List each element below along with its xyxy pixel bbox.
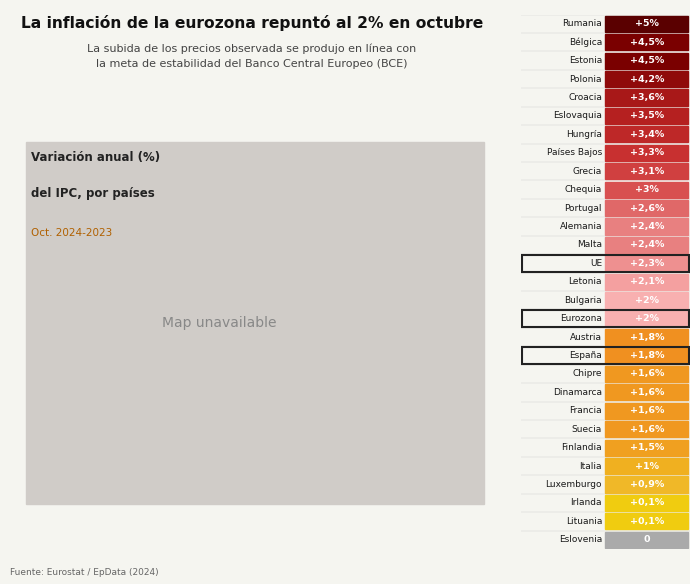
Text: +2%: +2% <box>635 314 659 323</box>
Bar <box>606 513 689 530</box>
Text: Chequia: Chequia <box>565 185 602 194</box>
Text: La subida de los precios observada se produjo en línea con
la meta de estabilida: La subida de los precios observada se pr… <box>87 44 417 69</box>
Text: Luxemburgo: Luxemburgo <box>546 480 602 489</box>
Text: +0,1%: +0,1% <box>630 498 664 507</box>
Text: Estonia: Estonia <box>569 56 602 65</box>
Text: Portugal: Portugal <box>564 204 602 213</box>
Bar <box>606 53 689 69</box>
Text: +0,1%: +0,1% <box>630 517 664 526</box>
Bar <box>606 329 689 345</box>
Text: Irlanda: Irlanda <box>571 498 602 507</box>
Text: Eslovenia: Eslovenia <box>559 536 602 544</box>
Text: +3,1%: +3,1% <box>630 166 664 176</box>
Text: +2,4%: +2,4% <box>630 222 664 231</box>
Bar <box>606 145 689 161</box>
Text: +2%: +2% <box>635 296 659 305</box>
Bar <box>522 255 689 272</box>
Bar <box>606 16 689 32</box>
Bar <box>606 163 689 179</box>
Text: +1,5%: +1,5% <box>630 443 664 452</box>
Text: +3,5%: +3,5% <box>630 112 664 120</box>
Text: +1,6%: +1,6% <box>630 370 664 378</box>
Text: +2,3%: +2,3% <box>630 259 664 268</box>
Bar <box>606 347 689 364</box>
Text: Grecia: Grecia <box>573 166 602 176</box>
Text: +3,3%: +3,3% <box>630 148 664 157</box>
Bar <box>606 402 689 419</box>
Bar <box>606 531 689 548</box>
Bar <box>606 89 689 106</box>
Bar <box>606 384 689 401</box>
Text: Map unavailable: Map unavailable <box>161 316 276 329</box>
Text: Suecia: Suecia <box>572 425 602 434</box>
Text: Austria: Austria <box>570 332 602 342</box>
Text: +3,6%: +3,6% <box>630 93 664 102</box>
Text: +1,8%: +1,8% <box>630 351 664 360</box>
Bar <box>522 347 689 364</box>
Bar <box>606 182 689 198</box>
Text: Croacia: Croacia <box>569 93 602 102</box>
Text: Países Bajos: Países Bajos <box>547 148 602 157</box>
Bar <box>522 310 689 327</box>
Text: Polonia: Polonia <box>569 75 602 84</box>
Text: 0: 0 <box>644 536 650 544</box>
Text: UE: UE <box>590 259 602 268</box>
Text: +1,8%: +1,8% <box>630 332 664 342</box>
Text: Malta: Malta <box>577 241 602 249</box>
Text: Italia: Italia <box>580 461 602 471</box>
Text: +0,9%: +0,9% <box>630 480 664 489</box>
Bar <box>606 255 689 272</box>
Text: Eurozona: Eurozona <box>560 314 602 323</box>
Text: Variación anual (%): Variación anual (%) <box>31 151 160 164</box>
Bar <box>606 440 689 456</box>
Text: Dinamarca: Dinamarca <box>553 388 602 397</box>
Bar <box>606 71 689 87</box>
Text: Oct. 2024-2023: Oct. 2024-2023 <box>31 228 112 238</box>
Bar <box>606 34 689 50</box>
Bar <box>606 366 689 382</box>
Text: Bélgica: Bélgica <box>569 37 602 47</box>
Bar <box>606 200 689 216</box>
Text: +5%: +5% <box>635 19 659 28</box>
Bar <box>606 126 689 142</box>
Text: +2,4%: +2,4% <box>630 241 664 249</box>
Text: del IPC, por países: del IPC, por países <box>31 187 155 200</box>
Text: Letonia: Letonia <box>569 277 602 286</box>
Text: Francia: Francia <box>569 406 602 415</box>
Text: Finlandia: Finlandia <box>562 443 602 452</box>
Bar <box>606 237 689 253</box>
Bar <box>606 477 689 492</box>
Text: +4,5%: +4,5% <box>630 38 664 47</box>
Bar <box>606 292 689 308</box>
Bar <box>26 142 484 503</box>
Bar <box>606 421 689 437</box>
Text: España: España <box>569 351 602 360</box>
Text: +1,6%: +1,6% <box>630 406 664 415</box>
Text: +1,6%: +1,6% <box>630 388 664 397</box>
Bar <box>606 108 689 124</box>
Text: +1,6%: +1,6% <box>630 425 664 434</box>
Text: Eslovaquia: Eslovaquia <box>553 112 602 120</box>
Text: +3,4%: +3,4% <box>630 130 664 139</box>
Text: Chipre: Chipre <box>573 370 602 378</box>
Bar <box>606 311 689 326</box>
Text: +2,1%: +2,1% <box>630 277 664 286</box>
Text: Rumania: Rumania <box>562 19 602 28</box>
Text: Hungría: Hungría <box>566 130 602 139</box>
Bar <box>606 458 689 474</box>
Text: +3%: +3% <box>635 185 659 194</box>
Text: Bulgaria: Bulgaria <box>564 296 602 305</box>
Text: +2,6%: +2,6% <box>630 204 664 213</box>
Text: Fuente: Eurostat / EpData (2024): Fuente: Eurostat / EpData (2024) <box>10 568 159 577</box>
Bar <box>606 274 689 290</box>
Text: +1%: +1% <box>635 461 659 471</box>
Text: La inflación de la eurozona repuntó al 2% en octubre: La inflación de la eurozona repuntó al 2… <box>21 15 483 30</box>
Text: Alemania: Alemania <box>560 222 602 231</box>
Bar <box>606 218 689 235</box>
Bar <box>606 495 689 511</box>
Text: Lituania: Lituania <box>566 517 602 526</box>
Text: +4,2%: +4,2% <box>630 75 664 84</box>
Text: +4,5%: +4,5% <box>630 56 664 65</box>
